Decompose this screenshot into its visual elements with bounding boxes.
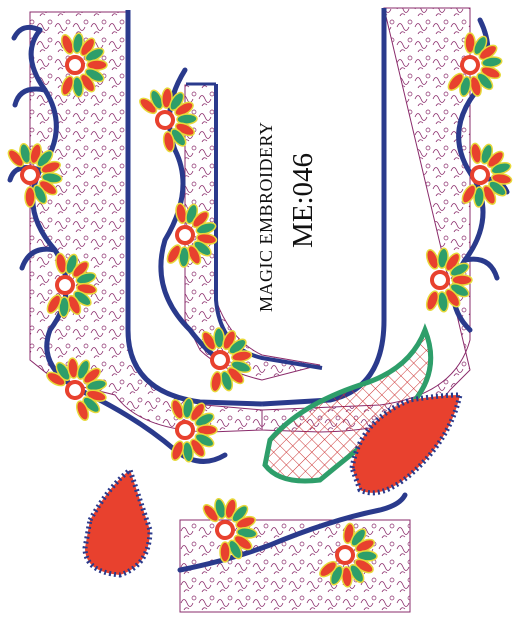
flower-icon bbox=[461, 142, 513, 208]
floral-fan-motif bbox=[7, 32, 513, 588]
flower-icon bbox=[202, 497, 258, 563]
flower-icon bbox=[46, 252, 98, 318]
flower-icon bbox=[60, 32, 108, 98]
flower-icon bbox=[46, 357, 108, 421]
flower-icon bbox=[201, 327, 253, 393]
flower-icon bbox=[139, 87, 198, 153]
brand-label: MAGIC EMBROIDERY bbox=[256, 121, 276, 312]
flower-icon bbox=[425, 247, 473, 313]
flower-icon bbox=[170, 397, 218, 463]
flower-icon bbox=[166, 202, 218, 268]
flower-icon bbox=[7, 142, 63, 208]
flower-icon bbox=[447, 32, 503, 98]
paisley-motif bbox=[82, 323, 464, 578]
flower-icon bbox=[319, 522, 378, 588]
design-code-label: ME:046 bbox=[287, 152, 319, 248]
